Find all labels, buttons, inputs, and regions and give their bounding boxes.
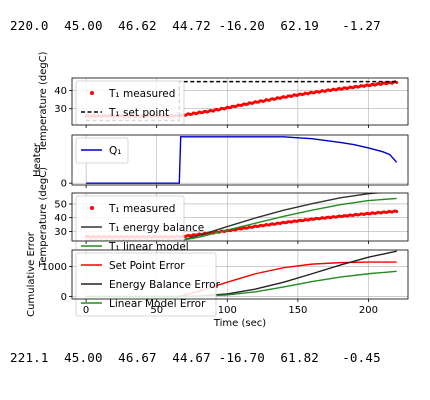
x-tick-label: 0 [83, 305, 89, 316]
subplot-4: Set Point Error Energy Balance Error Linea… [26, 231, 409, 329]
y-tick-label: 50 [54, 199, 67, 210]
x-tick-label: 50 [150, 305, 163, 316]
legend-label: Q₁ [109, 145, 121, 157]
legend-marker [90, 91, 94, 95]
legend-label: T₁ measured [108, 203, 175, 215]
legend-label: T₁ measured [108, 88, 175, 100]
axes-frame [71, 134, 409, 186]
y-axis-label: Temperature (degC) [38, 51, 49, 152]
y-tick-label: 0 [61, 179, 67, 190]
legend-label: Linear Model Error [109, 298, 206, 310]
legend-label: Energy Balance Error [109, 279, 221, 291]
legend-box [75, 252, 217, 317]
legend-label: Set Point Error [109, 260, 185, 272]
subplot-1: T₁ measured T₁ set point 30 40 Temperature (… [38, 51, 409, 153]
axes-frame [71, 77, 409, 126]
y-tick-label: 0 [61, 292, 67, 303]
x-tick-label: 150 [288, 305, 307, 316]
console-output-line-top: 220.0 45.00 46.62 44.72 -16.20 62.19 -1.… [10, 18, 381, 33]
series-1-line [86, 136, 398, 184]
subplots-group: T₁ measured T₁ set point 30 40 Temperature (… [26, 51, 409, 329]
legend: Set Point Error Energy Balance Error Linea… [75, 252, 221, 317]
y-tick-label: 40 [54, 86, 67, 97]
series-1-point [395, 210, 399, 214]
x-tick-label: 100 [218, 305, 237, 316]
y-tick-label: 1000 [42, 262, 67, 273]
legend: Q₁ [75, 137, 129, 164]
x-tick-label: 200 [359, 305, 378, 316]
series-group [86, 136, 398, 184]
legend: T₁ measured T₁ set point [75, 80, 185, 126]
console-output-line-bottom: 221.1 45.00 46.67 44.67 -16.70 61.82 -0.… [10, 350, 381, 365]
legend-marker [90, 206, 94, 210]
y-tick-label: 40 [54, 213, 67, 224]
y-axis-label: Temperature (degC) [38, 167, 49, 268]
y-tick-label: 30 [54, 227, 67, 238]
y-tick-label: 30 [54, 104, 67, 115]
series-1-point [395, 81, 399, 85]
legend-label: T₁ set point [108, 107, 169, 119]
legend-label: T₁ energy balance [108, 222, 204, 234]
axes-frame [71, 249, 409, 300]
x-axis-label: Time (sec) [213, 318, 266, 329]
y-axis-label: Heater [32, 142, 43, 177]
y-axis-label: Cumulative Error [26, 231, 37, 317]
axes-frame [71, 192, 409, 242]
subplot-2: Q₁ 0 Heater [32, 134, 409, 190]
